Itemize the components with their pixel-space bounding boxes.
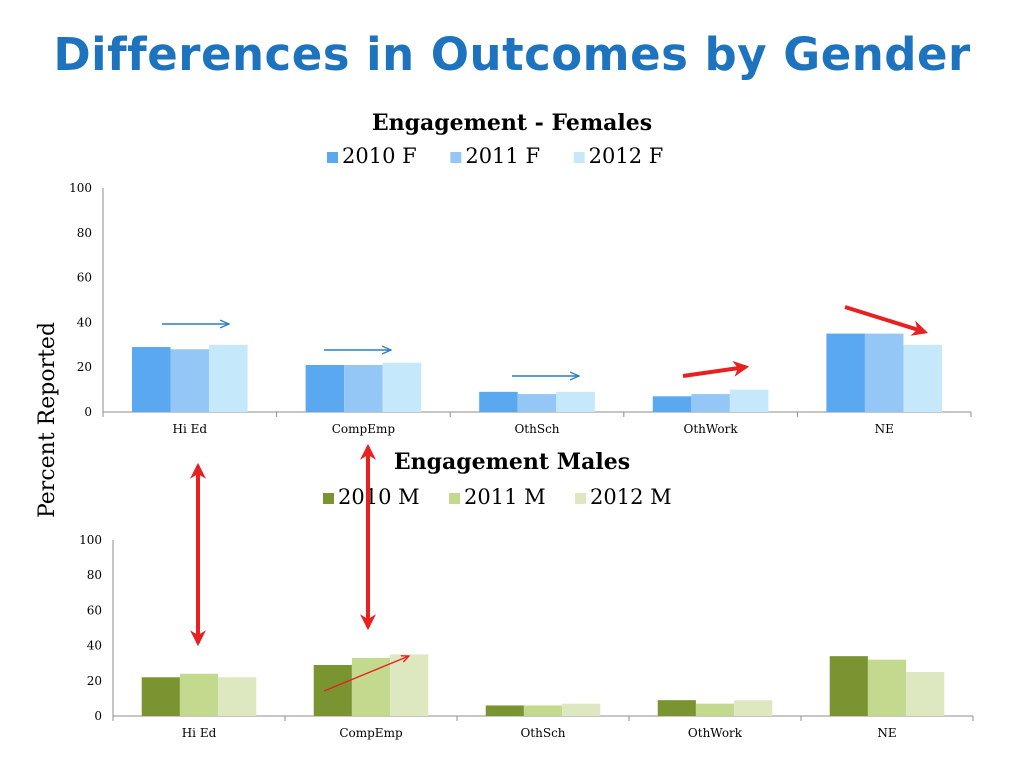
legend-label: 2010 M	[338, 485, 420, 509]
bar	[305, 364, 345, 412]
legend-swatch	[575, 493, 586, 504]
x-tick-label: OthSch	[514, 422, 559, 436]
y-tick-label: 40	[87, 639, 102, 653]
x-tick-label: Hi Ed	[182, 726, 217, 740]
x-tick-label: NE	[877, 726, 896, 740]
bar	[695, 703, 735, 716]
y-tick-label: 0	[94, 709, 102, 723]
bar	[734, 700, 773, 716]
y-tick-label: 20	[87, 674, 102, 688]
bar	[344, 364, 383, 412]
trend-arrow-compemp-male	[323, 656, 409, 692]
bar	[523, 705, 563, 716]
bar	[517, 394, 557, 412]
y-tick-label: 60	[77, 271, 92, 285]
y-tick-label: 80	[87, 568, 102, 582]
legend-label: 2012 M	[590, 485, 672, 509]
females-chart: Engagement - Females 2010 F 2011 F 2012 F 0 2…	[69, 110, 972, 436]
bar	[313, 664, 352, 716]
bar	[209, 344, 248, 412]
bar	[556, 391, 595, 412]
y-tick-label: 100	[69, 181, 92, 195]
legend-label: 2011 F	[465, 144, 540, 168]
bar	[829, 656, 868, 716]
bar	[218, 677, 257, 716]
x-tick-label: OthWork	[684, 422, 739, 436]
legend-label: 2010 F	[342, 144, 417, 168]
x-tick-label: CompEmp	[332, 422, 396, 436]
trend-arrow-ne-female	[844, 305, 929, 336]
bar	[657, 700, 696, 716]
legend-swatch	[327, 152, 338, 163]
bar	[652, 396, 692, 412]
annotation-arrows	[162, 305, 929, 692]
legend-swatch	[573, 152, 585, 163]
trend-arrow-othwork-female	[682, 360, 750, 378]
bar	[131, 347, 171, 412]
x-tick-label: NE	[875, 422, 894, 436]
bar	[691, 394, 730, 412]
y-tick-label: 40	[77, 315, 92, 329]
y-tick-label: 20	[77, 360, 92, 374]
y-axis-label: Percent Reported	[35, 322, 60, 518]
y-tick-label: 0	[84, 405, 92, 419]
legend-label: 2011 M	[464, 485, 546, 509]
bar	[141, 677, 180, 716]
bar	[729, 389, 769, 412]
bar	[864, 333, 904, 412]
bar	[485, 705, 524, 716]
bar	[351, 657, 391, 716]
legend: 2010 M 2011 M 2012 M	[323, 485, 672, 509]
y-tick-label: 80	[77, 226, 92, 240]
y-tick-label: 60	[87, 603, 102, 617]
chart-title: Engagement - Females	[372, 110, 652, 136]
x-tick-label: Hi Ed	[173, 422, 208, 436]
legend-label: 2012 F	[589, 144, 664, 168]
x-tick-label: OthWork	[688, 726, 743, 740]
slide-title: Differences in Outcomes by Gender	[53, 28, 971, 81]
bar	[179, 673, 219, 716]
bar	[390, 654, 429, 716]
bar	[903, 344, 943, 412]
bar	[479, 391, 518, 412]
bar	[382, 362, 422, 412]
x-tick-label: CompEmp	[339, 726, 403, 740]
bar	[867, 659, 907, 716]
bar	[170, 349, 210, 412]
bar	[826, 333, 865, 412]
legend: 2010 F 2011 F 2012 F	[327, 144, 663, 168]
males-chart: Engagement Males 2010 M 2011 M 2012 M 0 20 40 6…	[79, 449, 974, 740]
y-tick-label: 100	[79, 533, 102, 547]
bar	[906, 672, 945, 716]
legend-swatch	[450, 152, 462, 163]
bar	[562, 703, 601, 716]
chart-title: Engagement Males	[394, 449, 630, 475]
legend-swatch	[323, 493, 334, 504]
legend-swatch	[449, 493, 460, 504]
x-tick-label: OthSch	[520, 726, 565, 740]
